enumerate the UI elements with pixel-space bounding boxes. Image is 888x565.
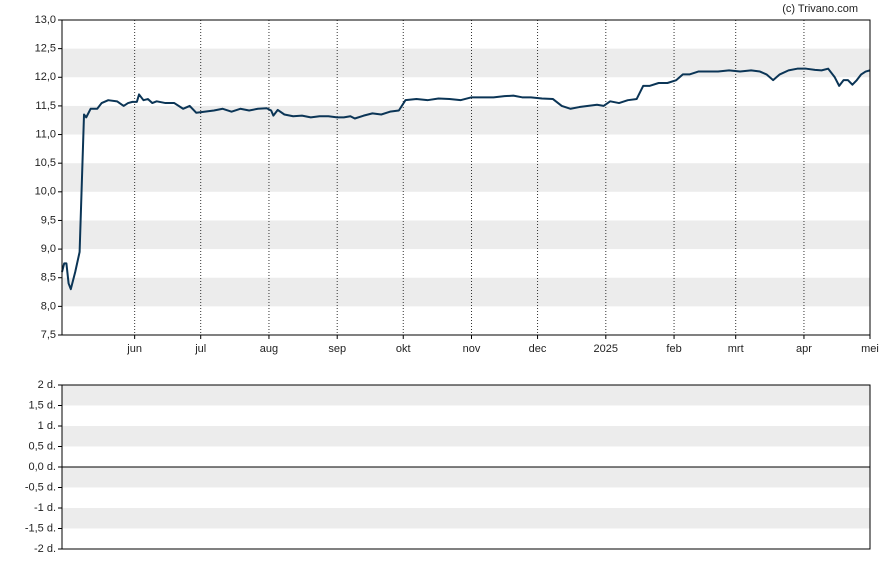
y-tick-label: 10,5	[35, 157, 56, 169]
x-tick-label: 2025	[594, 343, 618, 355]
band	[62, 426, 870, 447]
y-tick-label: 12,0	[35, 71, 56, 83]
y-tick-label: 9,0	[41, 243, 56, 255]
band	[62, 277, 870, 307]
band	[62, 48, 870, 78]
band	[62, 220, 870, 250]
band	[62, 467, 870, 488]
y-tick-label: 9,5	[41, 214, 56, 226]
y-tick-label: -2 d.	[34, 543, 56, 555]
plot-frame	[61, 384, 871, 550]
band	[62, 508, 870, 529]
y-tick-label: 0,5 d.	[28, 440, 56, 452]
y-tick-label: 8,5	[41, 272, 56, 284]
y-tick-label: -1 d.	[34, 502, 56, 514]
x-tick-label: okt	[396, 343, 411, 355]
x-tick-label: jun	[126, 343, 142, 355]
x-tick-label: mrt	[728, 343, 744, 355]
x-tick-label: aug	[260, 343, 278, 355]
source: (c) Trivano.com	[782, 3, 858, 15]
x-tick-label: nov	[463, 343, 481, 355]
y-tick-label: 8,0	[41, 300, 56, 312]
price-line	[61, 67, 871, 291]
y-tick-label: 2 d.	[38, 379, 56, 391]
y-tick-label: 7,5	[41, 329, 56, 341]
x-tick-label: feb	[666, 343, 681, 355]
band	[62, 385, 870, 406]
y-tick-label: 10,0	[35, 186, 56, 198]
y-tick-label: -0,5 d.	[25, 481, 56, 493]
x-tick-label: jul	[194, 343, 206, 355]
y-tick-label: 11,5	[35, 100, 56, 112]
x-tick-label: dec	[529, 343, 547, 355]
band	[62, 163, 870, 192]
y-tick-label: 0,0 d.	[28, 461, 56, 473]
y-tick-label: -1,5 d.	[25, 522, 56, 534]
x-tick-label: sep	[328, 343, 346, 355]
y-tick-label: 13,0	[35, 14, 56, 26]
y-tick-label: 12,5	[35, 43, 56, 55]
x-tick-label: mei	[861, 343, 879, 355]
y-tick-label: 1,5 d.	[28, 399, 56, 411]
x-tick-label: apr	[796, 343, 812, 355]
plot-frame	[61, 19, 871, 336]
y-tick-label: 1 d.	[38, 420, 56, 432]
band	[62, 105, 870, 135]
y-tick-label: 11,0	[35, 128, 56, 140]
